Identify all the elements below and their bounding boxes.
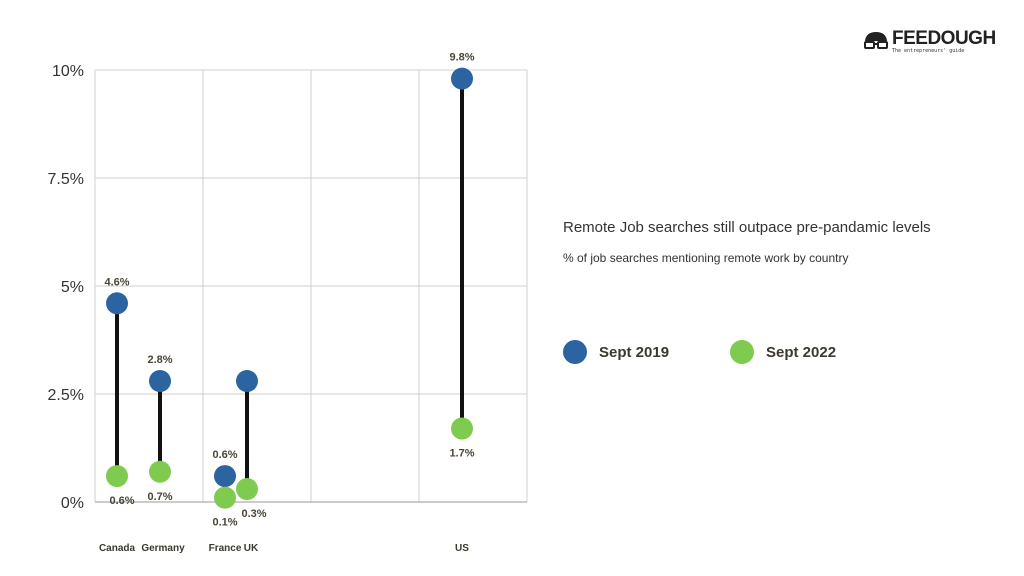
point-sept-2019 — [214, 465, 236, 488]
point-sept-2022 — [106, 465, 128, 488]
data-label-sept-2019: 9.8% — [449, 52, 474, 64]
legend-label: Sept 2022 — [766, 343, 837, 361]
data-label-sept-2022: 0.7% — [147, 491, 172, 503]
data-label-sept-2022: 0.1% — [212, 517, 237, 529]
point-sept-2022 — [214, 486, 236, 509]
data-label-sept-2022: 1.7% — [449, 448, 474, 460]
y-tick-label: 2.5% — [48, 387, 84, 404]
x-category-label: France — [209, 543, 242, 554]
logo-tagline: The entrepreneurs' guide — [892, 48, 965, 54]
x-category-label: US — [455, 543, 469, 554]
point-sept-2019 — [149, 370, 171, 393]
y-tick-label: 7.5% — [48, 171, 84, 188]
legend-item-sept-2019: Sept 2019 — [563, 340, 669, 364]
point-sept-2022 — [451, 417, 473, 440]
glasses-face-icon — [864, 32, 888, 49]
data-label-sept-2022: 0.6% — [109, 495, 134, 507]
x-category-label: UK — [244, 543, 259, 554]
x-category-label: Canada — [99, 543, 136, 554]
data-label-sept-2019: 0.6% — [212, 449, 237, 461]
y-tick-label: 0% — [61, 495, 84, 512]
y-tick-label: 10% — [52, 63, 84, 80]
point-sept-2019 — [106, 292, 128, 315]
legend-marker-blue — [563, 340, 587, 364]
legend-marker-green — [730, 340, 754, 364]
point-sept-2019 — [451, 67, 473, 90]
point-sept-2022 — [236, 478, 258, 501]
data-label-sept-2022: 0.3% — [241, 508, 266, 520]
chart-title: Remote Job searches still outpace pre-pa… — [563, 219, 931, 236]
logo-name: FEEDOUGH — [892, 28, 996, 49]
x-category-label: Germany — [141, 543, 185, 554]
point-sept-2022 — [149, 460, 171, 483]
legend-item-sept-2022: Sept 2022 — [730, 340, 836, 364]
data-label-sept-2019: 2.8% — [147, 354, 172, 366]
feedough-logo: FEEDOUGH The entrepreneurs' guide — [862, 28, 996, 54]
chart-subtitle: % of job searches mentioning remote work… — [563, 251, 849, 265]
data-label-sept-2019: 4.6% — [104, 276, 129, 288]
point-sept-2019 — [236, 370, 258, 393]
y-tick-label: 5% — [61, 279, 84, 296]
legend-label: Sept 2019 — [599, 343, 670, 361]
